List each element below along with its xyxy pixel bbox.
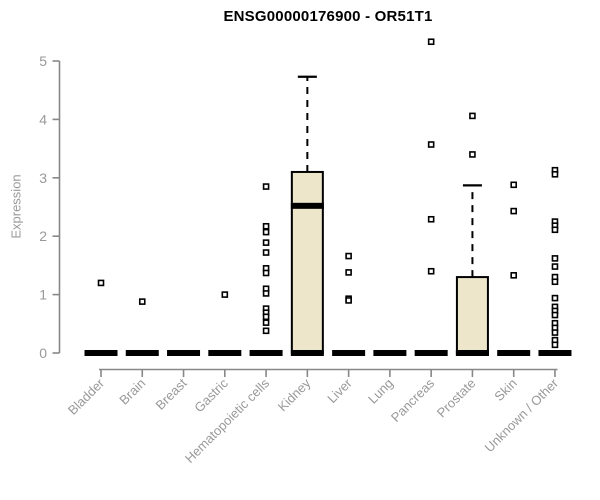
outlier-point-hematopoietic-cells [262, 183, 270, 190]
median-unknown-other [538, 350, 572, 356]
median-bladder [84, 350, 118, 356]
median-prostate [455, 350, 489, 356]
x-tick-label-lung: Lung [365, 376, 396, 407]
outlier-point-unknown-other [551, 329, 559, 336]
outlier-point-unknown-other [551, 255, 559, 262]
outlier-point-liver [345, 297, 352, 304]
outlier-point-pancreas [427, 267, 435, 275]
x-tick-label-bladder: Bladder [65, 375, 108, 418]
outlier-point-unknown-other [551, 278, 559, 286]
median-pancreas [414, 350, 448, 356]
y-tick-label: 3 [39, 170, 47, 186]
median-gastric [208, 350, 242, 356]
x-tick-label-brain: Brain [116, 376, 148, 408]
outlier-point-prostate [469, 151, 476, 158]
outlier-point-unknown-other [551, 294, 559, 302]
y-tick-label: 2 [39, 228, 47, 244]
median-lung [373, 350, 407, 356]
outlier-point-brain [138, 298, 146, 305]
median-breast [167, 350, 201, 356]
outlier-point-bladder [97, 279, 105, 287]
outlier-point-hematopoietic-cells [262, 239, 270, 246]
y-tick-label: 5 [39, 53, 47, 69]
median-hematopoietic-cells [249, 350, 283, 356]
outlier-point-unknown-other [551, 226, 559, 234]
x-tick-label-unknown-other: Unknown / Other [482, 375, 562, 455]
x-tick-label-gastric: Gastric [191, 375, 231, 415]
outlier-point-unknown-other [551, 341, 559, 349]
outlier-point-hematopoietic-cells [262, 327, 270, 335]
chart-title: ENSG00000176900 - OR51T1 [223, 8, 433, 25]
outlier-point-hematopoietic-cells [262, 222, 270, 230]
x-tick-label-liver: Liver [324, 375, 355, 406]
median-skin [497, 350, 531, 356]
outlier-point-skin [510, 272, 518, 279]
y-tick-label: 1 [39, 287, 47, 303]
outlier-point-hematopoietic-cells [262, 228, 270, 236]
box-bottom-kidney [290, 350, 324, 356]
outlier-point-hematopoietic-cells [262, 269, 270, 277]
y-tick-label: 0 [39, 345, 47, 361]
x-tick-label-skin: Skin [491, 376, 519, 404]
outlier-point-hematopoietic-cells [262, 313, 270, 321]
outlier-point-unknown-other [551, 170, 559, 178]
box-kidney [290, 170, 324, 354]
outlier-point-liver [345, 252, 352, 260]
median-liver [332, 350, 366, 356]
outlier-point-hematopoietic-cells [262, 319, 270, 326]
outlier-point-pancreas [427, 38, 435, 46]
outlier-point-pancreas [427, 215, 435, 223]
outlier-point-pancreas [427, 141, 435, 148]
x-tick-label-prostate: Prostate [434, 376, 479, 421]
outlier-point-unknown-other [551, 311, 559, 319]
y-tick-label: 4 [39, 111, 47, 127]
outlier-point-unknown-other [551, 263, 559, 270]
x-tick-label-breast: Breast [152, 375, 189, 412]
x-tick-label-kidney: Kidney [275, 375, 314, 414]
outlier-point-liver [345, 269, 352, 276]
median-kidney [290, 202, 324, 209]
outlier-point-hematopoietic-cells [262, 249, 270, 256]
x-tick-label-pancreas: Pancreas [388, 375, 438, 425]
median-brain [125, 350, 159, 356]
outlier-point-gastric [221, 291, 229, 298]
outlier-point-prostate [469, 112, 476, 120]
box-prostate [455, 276, 489, 354]
outlier-point-skin [510, 181, 518, 189]
outlier-point-hematopoietic-cells [262, 290, 270, 297]
outlier-point-skin [510, 207, 518, 215]
